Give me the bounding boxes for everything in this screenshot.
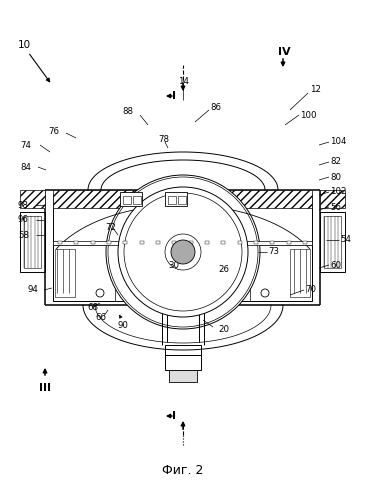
Bar (324, 216, 341, 268)
Bar (165, 192, 187, 206)
Bar (205, 241, 209, 244)
Circle shape (124, 193, 242, 311)
Text: 78: 78 (158, 136, 169, 144)
Text: 56: 56 (330, 202, 341, 211)
Text: 82: 82 (330, 158, 341, 166)
Bar (58, 241, 62, 244)
Text: 54: 54 (340, 236, 351, 244)
Bar (53, 241, 312, 245)
Bar (133, 196, 141, 204)
Bar (165, 345, 201, 355)
Bar (53, 190, 312, 208)
Text: IV: IV (278, 47, 291, 57)
Text: 98: 98 (18, 200, 29, 209)
Bar (91, 241, 95, 244)
Text: 88: 88 (122, 108, 133, 116)
Bar (74, 241, 78, 244)
Text: 104: 104 (330, 138, 346, 146)
Text: 74: 74 (20, 140, 31, 149)
Bar (238, 241, 242, 244)
Text: I: I (172, 411, 176, 421)
Bar (24, 216, 41, 268)
Text: Фиг. 2: Фиг. 2 (162, 464, 204, 476)
Bar (123, 241, 127, 244)
Bar (120, 192, 142, 206)
Text: I: I (172, 91, 176, 101)
Bar (221, 241, 225, 244)
Text: 90: 90 (118, 320, 129, 330)
Text: III: III (39, 383, 51, 393)
Bar (20, 190, 45, 208)
Text: 76: 76 (48, 128, 59, 136)
Circle shape (261, 289, 269, 297)
Bar (290, 249, 310, 297)
Bar (303, 241, 307, 244)
Text: 73: 73 (268, 248, 279, 256)
Bar (55, 249, 75, 297)
Text: 58: 58 (18, 230, 29, 239)
Text: 12: 12 (310, 86, 321, 94)
Text: 70: 70 (305, 286, 316, 294)
Bar (320, 190, 345, 208)
Bar (140, 241, 144, 244)
Bar (20, 212, 45, 272)
Text: 86: 86 (210, 102, 221, 112)
Bar (168, 196, 176, 204)
Bar (287, 241, 291, 244)
Circle shape (96, 289, 104, 297)
Text: 102: 102 (330, 188, 346, 196)
Text: 68: 68 (87, 302, 98, 312)
Text: 26: 26 (218, 266, 229, 274)
Bar (270, 241, 274, 244)
Circle shape (106, 175, 260, 329)
Text: 84: 84 (20, 162, 31, 172)
Circle shape (108, 177, 258, 327)
Bar (53, 245, 115, 301)
Text: 72: 72 (105, 224, 116, 232)
Bar (189, 241, 193, 244)
Bar (123, 196, 131, 204)
Bar (156, 241, 160, 244)
Text: 100: 100 (300, 110, 316, 120)
Bar (165, 355, 201, 370)
Text: 20: 20 (218, 326, 229, 334)
Text: 30: 30 (168, 260, 179, 270)
Bar (107, 241, 111, 244)
Circle shape (171, 240, 195, 264)
Text: 10: 10 (18, 40, 31, 50)
Text: 96: 96 (18, 216, 29, 224)
Bar (172, 241, 176, 244)
Text: 60: 60 (330, 260, 341, 270)
Text: 94: 94 (28, 286, 39, 294)
Bar (250, 245, 312, 301)
Bar (320, 212, 345, 272)
Circle shape (118, 187, 248, 317)
Text: 14: 14 (178, 78, 189, 86)
Text: 66: 66 (95, 314, 106, 322)
Bar (169, 370, 197, 382)
Bar (178, 196, 186, 204)
Bar (254, 241, 258, 244)
Text: 80: 80 (330, 172, 341, 182)
